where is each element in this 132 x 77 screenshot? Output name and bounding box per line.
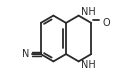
Text: O: O [103, 18, 110, 28]
Text: NH: NH [81, 60, 95, 70]
Text: NH: NH [81, 7, 95, 17]
Text: N: N [22, 49, 29, 59]
